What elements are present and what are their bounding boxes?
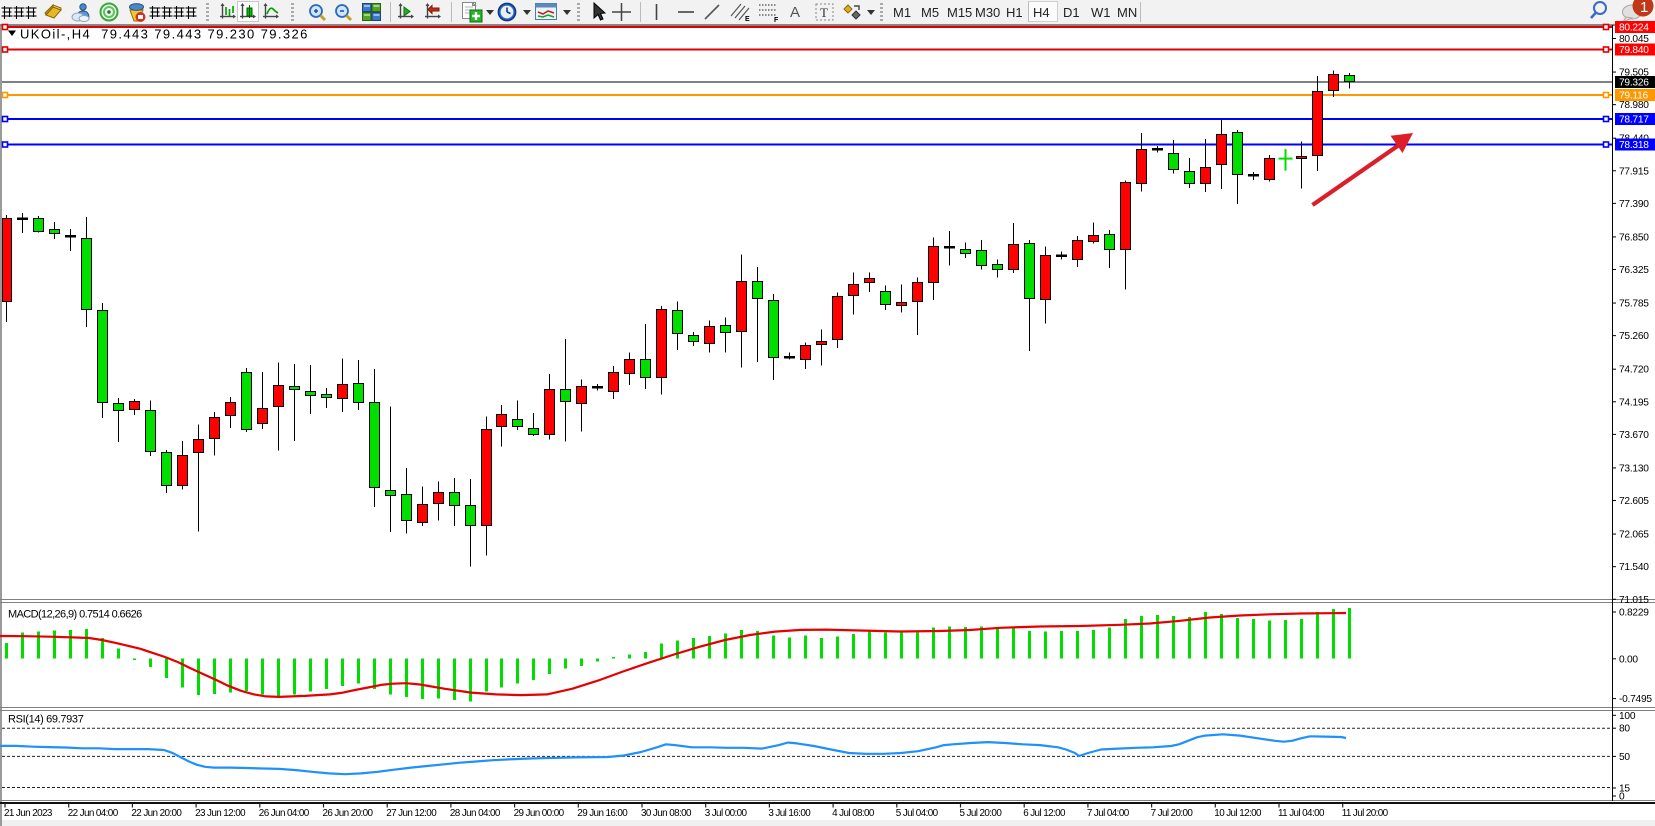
svg-text:72.605: 72.605 bbox=[1619, 496, 1649, 507]
svg-text:71.540: 71.540 bbox=[1619, 562, 1649, 573]
svg-text:22 Jun 04:00: 22 Jun 04:00 bbox=[68, 808, 119, 819]
svg-text:28 Jun 04:00: 28 Jun 04:00 bbox=[450, 808, 501, 819]
svg-text:11 Jul 04:00: 11 Jul 04:00 bbox=[1278, 808, 1325, 819]
svg-text:22 Jun 20:00: 22 Jun 20:00 bbox=[131, 808, 182, 819]
svg-text:77.390: 77.390 bbox=[1619, 199, 1649, 210]
svg-text:T: T bbox=[820, 5, 828, 20]
svg-text:RSI(14) 69.7937: RSI(14) 69.7937 bbox=[8, 714, 84, 726]
svg-text:75.785: 75.785 bbox=[1619, 299, 1649, 310]
svg-text:1: 1 bbox=[1640, 0, 1648, 16]
svg-text:-0.7495: -0.7495 bbox=[1619, 694, 1652, 705]
svg-text:11 Jul 20:00: 11 Jul 20:00 bbox=[1342, 808, 1389, 819]
svg-text:27 Jun 12:00: 27 Jun 12:00 bbox=[386, 808, 437, 819]
svg-text:78.717: 78.717 bbox=[1619, 115, 1649, 126]
svg-text:F: F bbox=[774, 17, 779, 22]
svg-text:76.850: 76.850 bbox=[1619, 232, 1649, 243]
svg-text:74.195: 74.195 bbox=[1619, 397, 1649, 408]
svg-text:79.326: 79.326 bbox=[1619, 78, 1649, 89]
svg-text:29 Jun 00:00: 29 Jun 00:00 bbox=[514, 808, 565, 819]
svg-text:3 Jul 00:00: 3 Jul 00:00 bbox=[705, 808, 748, 819]
svg-text:0.00: 0.00 bbox=[1619, 654, 1638, 665]
svg-text:79.116: 79.116 bbox=[1619, 91, 1648, 102]
svg-text:7 Jul 20:00: 7 Jul 20:00 bbox=[1151, 808, 1194, 819]
svg-text:MACD(12,26,9) 0.7514 0.6626: MACD(12,26,9) 0.7514 0.6626 bbox=[8, 609, 142, 621]
svg-text:23 Jun 12:00: 23 Jun 12:00 bbox=[195, 808, 246, 819]
svg-text:78.318: 78.318 bbox=[1619, 140, 1649, 151]
svg-text:79.505: 79.505 bbox=[1619, 68, 1649, 79]
svg-text:78.980: 78.980 bbox=[1619, 100, 1649, 111]
svg-text:0: 0 bbox=[1619, 792, 1625, 803]
svg-text:26 Jun 04:00: 26 Jun 04:00 bbox=[259, 808, 310, 819]
svg-text:UKOil-,H4 79.443 79.443 79.23: UKOil-,H4 79.443 79.443 79.230 79.326 bbox=[20, 26, 309, 41]
svg-text:E: E bbox=[745, 16, 750, 22]
svg-text:10 Jul 12:00: 10 Jul 12:00 bbox=[1214, 808, 1262, 819]
svg-text:7 Jul 04:00: 7 Jul 04:00 bbox=[1087, 808, 1130, 819]
svg-text:75.260: 75.260 bbox=[1619, 331, 1649, 342]
svg-text:77.915: 77.915 bbox=[1619, 166, 1649, 177]
svg-text:3 Jul 16:00: 3 Jul 16:00 bbox=[768, 808, 811, 819]
svg-text:71.015: 71.015 bbox=[1619, 595, 1649, 606]
svg-text:4 Jul 08:00: 4 Jul 08:00 bbox=[832, 808, 875, 819]
svg-text:50: 50 bbox=[1619, 752, 1630, 763]
svg-text:5 Jul 20:00: 5 Jul 20:00 bbox=[960, 808, 1003, 819]
svg-text:80.224: 80.224 bbox=[1619, 23, 1649, 34]
svg-text:80: 80 bbox=[1619, 724, 1630, 735]
svg-text:72.065: 72.065 bbox=[1619, 530, 1649, 541]
svg-text:21 Jun 2023: 21 Jun 2023 bbox=[4, 808, 53, 819]
svg-text:76.325: 76.325 bbox=[1619, 265, 1649, 276]
svg-text:29 Jun 16:00: 29 Jun 16:00 bbox=[577, 808, 628, 819]
svg-text:74.720: 74.720 bbox=[1619, 365, 1649, 376]
svg-text:100: 100 bbox=[1619, 711, 1636, 722]
svg-text:15: 15 bbox=[1619, 784, 1630, 795]
svg-text:6 Jul 12:00: 6 Jul 12:00 bbox=[1023, 808, 1066, 819]
svg-text:26 Jun 20:00: 26 Jun 20:00 bbox=[323, 808, 374, 819]
svg-text:0.8229: 0.8229 bbox=[1619, 608, 1649, 619]
svg-text:30 Jun 08:00: 30 Jun 08:00 bbox=[641, 808, 692, 819]
svg-text:80.045: 80.045 bbox=[1619, 34, 1649, 45]
svg-text:5 Jul 04:00: 5 Jul 04:00 bbox=[896, 808, 939, 819]
svg-text:73.670: 73.670 bbox=[1619, 430, 1649, 441]
svg-text:73.130: 73.130 bbox=[1619, 463, 1649, 474]
svg-text:79.840: 79.840 bbox=[1619, 45, 1649, 56]
